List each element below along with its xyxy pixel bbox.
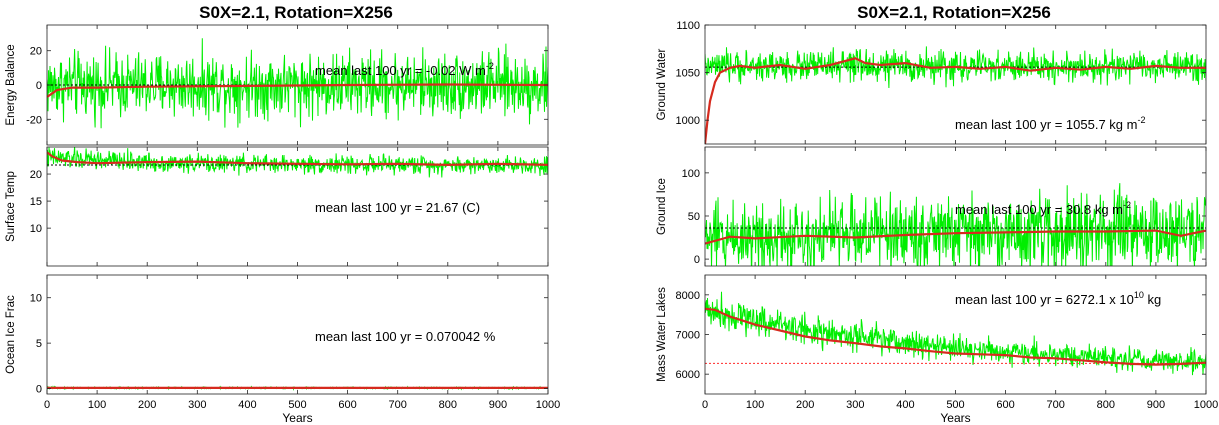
x-tick-label: 1000 [1194,399,1218,411]
y-axis-label: Energy Balance [5,44,17,125]
x-tick-label: 0 [44,399,50,411]
y-tick-label: 10 [30,293,42,305]
x-tick-label: 100 [88,399,106,411]
y-tick-label: 0 [36,80,42,92]
y-tick-label: 1000 [676,115,700,127]
mean-annotation: mean last 100 yr = 0.070042 % [315,329,496,344]
y-axis-label: Surface Temp [5,171,17,242]
x-tick-label: 600 [996,399,1014,411]
y-axis-label: Ocean Ice Frac [5,295,17,374]
right-column-title: S0X=2.1, Rotation=X256 [857,3,1051,22]
y-tick-label: 5 [36,338,42,350]
y-tick-label: 7000 [676,330,700,342]
x-tick-label: 400 [238,399,256,411]
y-tick-label: -20 [26,114,42,126]
mean-annotation: mean last 100 yr = 1055.7 kg m-2 [955,115,1145,132]
x-tick-label: 700 [389,399,407,411]
x-tick-label: 900 [1147,399,1165,411]
y-tick-label: 6000 [676,369,700,381]
x-tick-label: 100 [746,399,764,411]
mean-annotation: mean last 100 yr = 6272.1 x 1010 kg [955,290,1161,307]
y-tick-label: 1100 [676,20,700,32]
annual-series-line [705,291,1206,376]
plot-area [47,38,548,129]
panel-3: 0 100 200 300 400 500 600 700 800 900 1000 Years 0 5 1… [5,274,560,425]
y-tick-label: 15 [30,196,42,208]
x-tick-label: 300 [188,399,206,411]
x-tick-label: 900 [489,399,507,411]
left-column-title: S0X=2.1, Rotation=X256 [199,3,393,22]
y-axis-label: Ground Water [656,48,668,120]
x-axis-label: Years [282,411,312,425]
plot-area [47,385,548,391]
panel-1: -20 0 20 Energy Balance mean last 100 yr = -… [5,24,549,146]
annual-series-line [47,38,548,129]
annual-series-line [705,46,1206,89]
x-tick-label: 1000 [536,399,560,411]
x-tick-label: 800 [439,399,457,411]
x-tick-label: 200 [796,399,814,411]
panel-6: 0 100 200 300 400 500 600 700 800 900 1000 Years 600… [656,274,1218,425]
y-tick-label: 50 [688,211,700,223]
panel-4: 1000 1050 1100 Ground Water mean last 100 yr… [656,20,1207,145]
y-tick-label: 1050 [676,68,700,80]
y-tick-label: 20 [30,169,42,181]
running-mean-line [705,57,1206,144]
x-tick-label: 0 [702,399,708,411]
plot-area [47,147,548,178]
y-tick-label: 8000 [676,290,700,302]
plot-area [705,46,1206,144]
y-tick-label: 20 [30,46,42,58]
running-mean-line [47,151,548,167]
running-mean-line [705,307,1206,366]
mean-annotation: mean last 100 yr = 30.8 kg m-2 [955,200,1131,217]
annual-series-line [705,183,1206,266]
x-axis-label: Years [940,411,970,425]
mean-annotation: mean last 100 yr = -0.02 W m-2 [315,61,494,78]
running-mean-line [47,83,548,98]
x-tick-label: 500 [946,399,964,411]
x-tick-label: 300 [846,399,864,411]
y-tick-label: 10 [30,223,42,235]
plot-area [705,291,1206,376]
x-tick-label: 500 [288,399,306,411]
x-tick-label: 800 [1097,399,1115,411]
y-tick-label: 100 [682,168,700,180]
y-axis-label: Ground Ice [656,178,668,235]
running-mean-line [705,229,1206,245]
x-tick-label: 400 [896,399,914,411]
mean-annotation: mean last 100 yr = 21.67 (C) [315,200,480,215]
y-tick-label: 0 [36,384,42,396]
panel-2: 10 15 20 Surface Temp mean last 100 yr = 21.… [5,146,549,267]
panel-5: 0 50 100 Ground Ice mean last 100 yr = 30.8 … [656,146,1207,267]
y-axis-label: Mass Water Lakes [656,287,668,382]
x-tick-label: 700 [1047,399,1065,411]
x-tick-label: 600 [338,399,356,411]
x-tick-label: 200 [138,399,156,411]
plot-area [705,183,1206,266]
y-tick-label: 0 [694,254,700,266]
